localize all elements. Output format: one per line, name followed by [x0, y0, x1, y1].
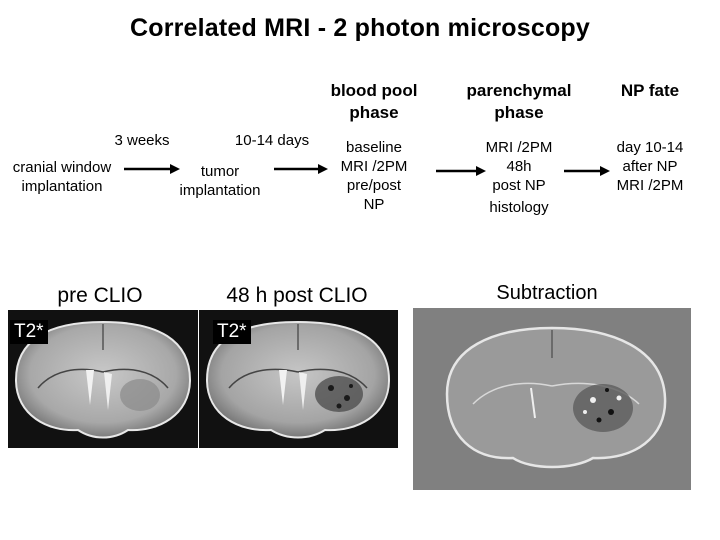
subtraction-image [413, 308, 691, 490]
step-tumor-line-1: tumor [200, 163, 240, 180]
parenchymal-line-3: post NP [492, 177, 546, 194]
mri-pre-image: T2* [8, 310, 198, 448]
post-clio-label: 48 h post CLIO [226, 284, 368, 307]
arrow-2-icon [274, 164, 328, 174]
brain-subtraction-icon [445, 326, 667, 469]
step-cranial-line-2: implantation [21, 178, 103, 195]
t2-tag-post: T2* [213, 320, 251, 344]
np-fate-line-3: MRI /2PM [616, 177, 684, 194]
pre-clio-label: pre CLIO [57, 284, 143, 307]
brain-pre-icon [14, 320, 192, 439]
np-fate-header: NP fate [620, 81, 680, 100]
step-cranial-window: cranial window implantation [4, 158, 120, 196]
slide-title: Correlated MRI - 2 photon microscopy [129, 14, 591, 42]
arrow-3-icon [436, 166, 486, 176]
blood-pool-header-1: blood pool [330, 81, 418, 100]
arrow-1-icon [124, 164, 180, 174]
brain-post-icon [205, 320, 391, 439]
blood-pool-phase: blood pool phase baseline MRI /2PM pre/p… [318, 80, 430, 214]
t2-tag-pre: T2* [10, 320, 48, 344]
blood-pool-header-2: phase [349, 103, 399, 122]
np-fate-line-1: day 10-14 [616, 139, 684, 156]
parenchymal-header-2: phase [494, 103, 544, 122]
parenchymal-phase: parenchymal phase MRI /2PM 48h post NP h… [452, 80, 586, 217]
parenchymal-header-1: parenchymal [466, 81, 572, 100]
blood-pool-line-1: baseline [346, 139, 402, 156]
interval-3-weeks: 3 weeks [114, 132, 170, 149]
mri-post-image: T2* [199, 310, 398, 448]
parenchymal-line-1: MRI /2PM [485, 139, 553, 156]
step-tumor-implantation: tumor implantation [170, 162, 270, 200]
np-fate-line-2: after NP [622, 158, 678, 175]
blood-pool-line-2: MRI /2PM [340, 158, 408, 175]
subtraction-label: Subtraction [496, 282, 598, 304]
parenchymal-line-4: histology [489, 199, 549, 216]
parenchymal-line-2: 48h [506, 158, 532, 175]
blood-pool-line-4: NP [363, 196, 385, 213]
step-cranial-line-1: cranial window [12, 159, 112, 176]
step-tumor-line-2: implantation [179, 182, 261, 199]
blood-pool-line-3: pre/post [346, 177, 402, 194]
arrow-4-icon [564, 166, 610, 176]
np-fate-phase: NP fate day 10-14 after NP MRI /2PM [602, 80, 698, 195]
interval-10-14-days: 10-14 days [234, 132, 310, 149]
